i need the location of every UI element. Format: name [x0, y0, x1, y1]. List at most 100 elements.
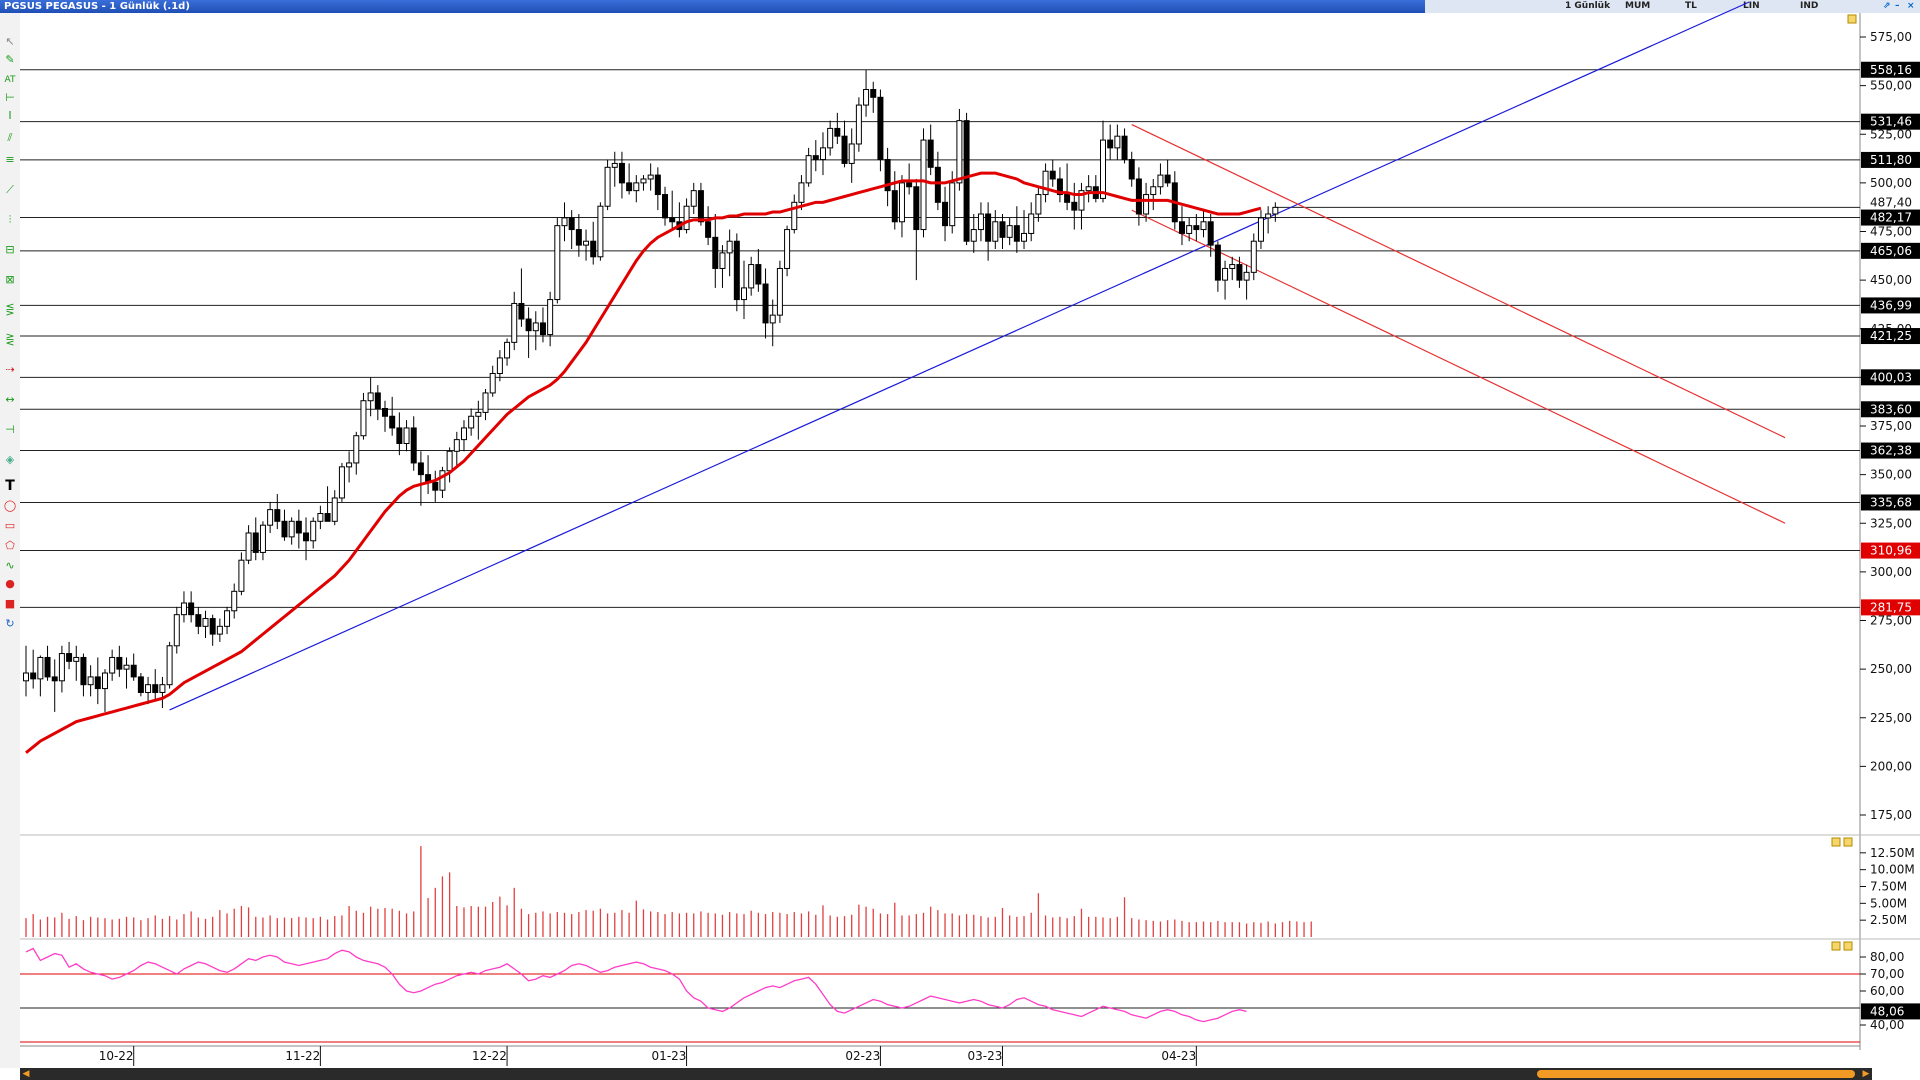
candle-body [489, 372, 496, 394]
ellipse-icon[interactable]: ◯ [3, 499, 17, 512]
candle-body [1164, 174, 1171, 184]
candle-body [37, 656, 44, 680]
candle-body [626, 182, 633, 192]
rsi-last-badge [1861, 1003, 1920, 1020]
candle-body [195, 614, 202, 627]
candle-body [1250, 240, 1257, 273]
candle-body [152, 684, 159, 693]
text-tool-icon[interactable]: T [5, 478, 15, 494]
chart-style-selector[interactable]: MUM [1625, 1, 1651, 11]
candle-body [913, 186, 920, 231]
candle-body [812, 155, 819, 161]
level-badge [1861, 328, 1920, 345]
volume-close-icon[interactable] [1843, 837, 1853, 847]
gann-icon[interactable]: ⊟ [5, 243, 15, 256]
candle-body [956, 120, 963, 184]
candle-body [166, 645, 173, 686]
candle-body [453, 439, 460, 452]
channel-icon-2[interactable]: ⟋ [6, 183, 14, 196]
candle-body [532, 322, 539, 332]
line-segment-icon[interactable]: ⊣ [5, 423, 15, 436]
candle-body [884, 159, 891, 192]
candle-body [1214, 244, 1221, 281]
fibonacci-fan-icon[interactable]: ⫶ [8, 213, 12, 226]
wave-icon[interactable]: ∿ [5, 559, 15, 572]
candle-body [116, 656, 123, 670]
candle-body [281, 520, 288, 538]
level-label: 558,16 [1870, 63, 1912, 77]
candle-body [1229, 264, 1236, 269]
candle-body [977, 213, 984, 231]
candle-body [338, 466, 345, 499]
level-badge [1861, 542, 1920, 559]
candle-body [1056, 178, 1063, 196]
level-label: 436,99 [1870, 298, 1912, 312]
minimize-icon[interactable]: – [1895, 1, 1900, 11]
candle-body [180, 602, 187, 616]
filled-rectangle-icon[interactable]: ■ [4, 597, 16, 610]
candle-body [159, 684, 166, 693]
channel-icon[interactable]: ⫽ [7, 131, 13, 144]
candle-body [396, 427, 403, 445]
arrow-icon[interactable]: ⇢ [5, 363, 15, 376]
candle-body [496, 357, 503, 374]
scale-selector[interactable]: LIN [1743, 1, 1760, 11]
candle-body [898, 182, 905, 223]
candle-body [1128, 159, 1135, 180]
scroll-right-icon[interactable]: ▶ [1862, 1069, 1870, 1079]
scroll-thumb[interactable] [1537, 1070, 1855, 1078]
vertical-line-icon[interactable]: I [8, 109, 12, 122]
candle-body [1049, 170, 1056, 180]
horizontal-line-icon[interactable]: ⊢ [5, 91, 15, 104]
range-icon[interactable]: ⋛ [5, 333, 15, 346]
candle-body [705, 221, 712, 238]
rectangle-icon[interactable]: ▭ [4, 519, 16, 532]
rsi-close-icon[interactable] [1843, 941, 1853, 951]
period-selector[interactable]: 1 Günlük [1565, 1, 1611, 11]
close-icon[interactable]: × [1907, 1, 1915, 11]
price-tick-label: 450,00 [1870, 273, 1912, 287]
candle-body [755, 264, 762, 285]
zigzag-icon[interactable]: ⋚ [5, 303, 15, 316]
candle-body [23, 672, 29, 682]
candle-body [417, 462, 424, 476]
text-at-icon[interactable]: AT [4, 75, 16, 85]
fibonacci-icon[interactable]: ≡ [5, 153, 15, 166]
candle-body [1236, 264, 1243, 281]
measure-icon[interactable]: ↔ [5, 393, 15, 406]
candle-body [999, 221, 1006, 238]
pencil-icon[interactable]: ✎ [5, 53, 15, 66]
title-toolbar[interactable]: 1 Günlük MUM TL LIN IND ⇗ – × [1425, 0, 1920, 13]
date-label: 01-23 [652, 1049, 687, 1063]
scroll-left-icon[interactable]: ◀ [22, 1069, 30, 1079]
candle-body [590, 240, 597, 258]
pin-icon[interactable]: ⇗ [1883, 1, 1891, 11]
cycle-icon[interactable]: ⊠ [5, 273, 15, 286]
candle-body [568, 217, 575, 231]
currency-selector[interactable]: TL [1685, 1, 1697, 11]
indicator-selector[interactable]: IND [1800, 1, 1819, 11]
volume-tick-label: 7.50M [1870, 880, 1907, 894]
candle-body [985, 213, 992, 242]
level-label: 465,06 [1870, 244, 1912, 258]
cursor-icon[interactable]: ↖ [5, 35, 15, 48]
candle-body [1006, 225, 1013, 238]
eraser-icon[interactable]: ◈ [5, 453, 15, 466]
filled-ellipse-icon[interactable]: ● [5, 577, 15, 590]
price-tick-label: 200,00 [1870, 759, 1912, 773]
chart-scrollbar[interactable]: ◀ ▶ [20, 1068, 1872, 1080]
date-label: 02-23 [845, 1049, 880, 1063]
pane-settings-icon[interactable] [1847, 14, 1857, 24]
level-label: 281,75 [1870, 600, 1912, 614]
date-axis: 10-22 11-22 12-22 01-23 02-23 03-23 04-23 [99, 1046, 1197, 1066]
rsi-tick-label: 60,00 [1870, 984, 1904, 998]
volume-settings-icon[interactable] [1831, 837, 1841, 847]
polygon-icon[interactable]: ⬠ [5, 539, 15, 552]
rsi-line [25, 947, 1247, 1023]
candle-body [188, 602, 195, 616]
drawing-toolbar: ↖ ✎ AT ⊢ I ⫽ ≡ ⟋ ⫶ ⊟ ⊠ ⋚ ⋛ ⇢ ↔ ⊣ ◈ T ◯ ▭… [0, 13, 21, 1068]
candle-body [1135, 178, 1142, 215]
rsi-settings-icon[interactable] [1831, 941, 1841, 951]
refresh-icon[interactable]: ↻ [5, 617, 15, 630]
